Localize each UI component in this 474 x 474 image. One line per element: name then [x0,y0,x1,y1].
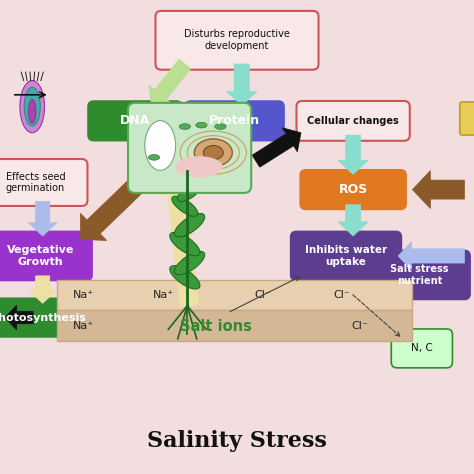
FancyBboxPatch shape [300,170,406,210]
Ellipse shape [145,121,175,171]
FancyBboxPatch shape [391,329,452,368]
Polygon shape [209,131,238,161]
Ellipse shape [170,265,200,289]
Ellipse shape [172,196,198,216]
Text: Vegetative
Growth: Vegetative Growth [7,245,74,267]
FancyBboxPatch shape [155,11,319,70]
Polygon shape [81,164,158,240]
FancyBboxPatch shape [0,298,93,337]
Text: Na⁺: Na⁺ [153,290,174,300]
Polygon shape [149,59,191,106]
Ellipse shape [174,251,205,275]
Ellipse shape [183,164,191,173]
Text: Cellular changes: Cellular changes [307,116,399,126]
FancyBboxPatch shape [185,101,284,141]
Text: N, C: N, C [411,343,433,354]
Ellipse shape [179,124,191,129]
Text: Na⁺: Na⁺ [73,321,93,331]
Text: Cl⁻: Cl⁻ [333,290,350,300]
Polygon shape [252,128,301,167]
Ellipse shape [148,155,160,160]
Polygon shape [398,242,465,270]
Text: Cl⁻: Cl⁻ [255,290,272,300]
FancyBboxPatch shape [57,310,412,341]
FancyBboxPatch shape [88,101,182,141]
Text: Na⁺: Na⁺ [73,290,93,300]
FancyBboxPatch shape [460,102,474,135]
Ellipse shape [175,156,223,178]
Text: Salinity Stress: Salinity Stress [147,430,327,452]
Ellipse shape [174,213,205,237]
Ellipse shape [170,232,200,256]
Polygon shape [28,201,57,236]
Ellipse shape [184,170,195,175]
Text: ROS: ROS [338,183,368,196]
FancyBboxPatch shape [0,231,92,281]
FancyBboxPatch shape [57,280,412,310]
Ellipse shape [215,124,226,129]
FancyBboxPatch shape [291,231,401,281]
Polygon shape [412,171,465,209]
Text: Photosynthesis: Photosynthesis [0,312,86,323]
Polygon shape [5,305,33,330]
Polygon shape [137,131,165,159]
Text: Effects seed
germination: Effects seed germination [6,172,65,193]
Ellipse shape [203,146,223,160]
FancyBboxPatch shape [369,250,470,300]
FancyBboxPatch shape [296,101,410,141]
Text: Cl⁻: Cl⁻ [352,321,369,331]
Text: Salt stress
nutrient: Salt stress nutrient [390,264,449,286]
Polygon shape [338,135,368,174]
Text: Salt ions: Salt ions [180,319,252,334]
Text: Inhibits water
uptake: Inhibits water uptake [305,245,387,267]
Ellipse shape [177,182,202,201]
Ellipse shape [194,139,232,166]
Text: DNA: DNA [120,114,150,128]
Ellipse shape [196,122,207,128]
Text: Protein: Protein [209,114,260,128]
FancyBboxPatch shape [0,159,87,206]
Polygon shape [28,276,57,303]
Text: Disturbs reproductive
development: Disturbs reproductive development [184,29,290,51]
Polygon shape [158,175,199,307]
Polygon shape [227,64,257,106]
Ellipse shape [28,100,36,123]
FancyBboxPatch shape [128,103,251,193]
Ellipse shape [24,87,40,126]
Polygon shape [338,205,368,236]
Ellipse shape [20,81,45,133]
